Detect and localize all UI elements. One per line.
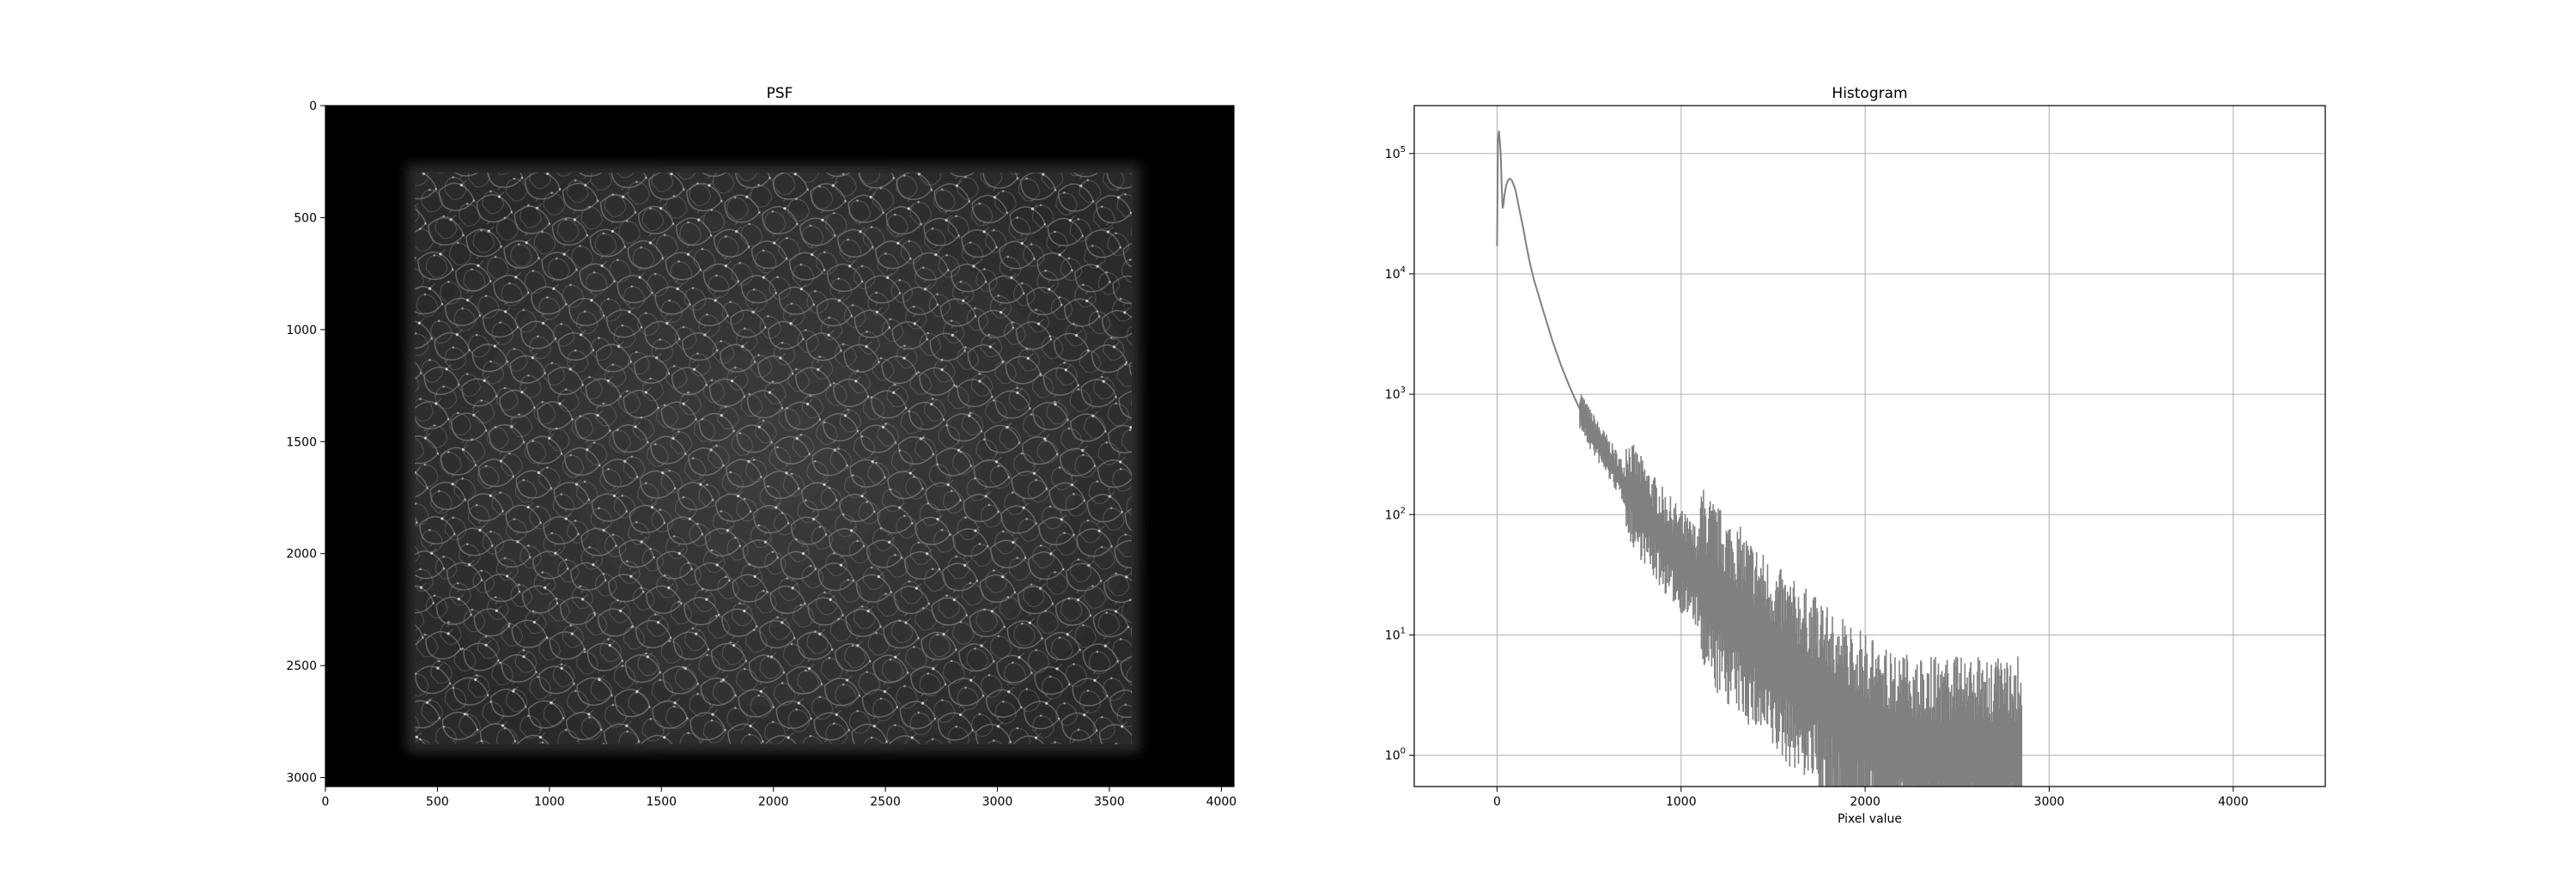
psf-title: PSF — [767, 85, 793, 102]
histogram-y-tick-label: 101 — [1385, 626, 1406, 642]
psf-x-tick-label: 1500 — [646, 795, 677, 809]
psf-image — [406, 164, 1141, 753]
histogram-x-tick-label: 4000 — [2218, 795, 2249, 809]
psf-y-tick-label: 2000 — [286, 548, 317, 562]
histogram-x-label: Pixel value — [1838, 812, 1902, 826]
histogram-series-line — [1496, 130, 2022, 756]
psf-y-tick-label: 1500 — [286, 435, 317, 449]
histogram-y-tick-label: 100 — [1385, 747, 1406, 763]
psf-caustic-pattern-fine — [415, 173, 1133, 744]
psf-y-tick-label: 1000 — [286, 324, 317, 337]
histogram-title: Histogram — [1832, 85, 1907, 102]
histogram-y-tick-label: 104 — [1385, 265, 1406, 282]
psf-x-tick-label: 0 — [322, 795, 330, 809]
psf-axes: PSF 0 500 1000 1500 2000 2500 3000 3500 4000 0 50… — [286, 85, 1236, 809]
histogram-y-tick-label: 103 — [1385, 386, 1406, 402]
histogram-x-tick-label: 2000 — [1850, 795, 1880, 809]
psf-x-tick-label: 4000 — [1206, 795, 1237, 809]
histogram-y-tick-label: 102 — [1385, 506, 1406, 522]
histogram-y-axis: 100 101 102 103 104 105 — [1385, 145, 1414, 763]
psf-frame — [325, 105, 1235, 787]
psf-y-tick-label: 0 — [309, 100, 317, 113]
histogram-x-axis: 0 1000 2000 3000 4000 — [1493, 787, 2249, 809]
psf-x-axis: 0 500 1000 1500 2000 2500 3000 3500 4000 — [322, 787, 1237, 809]
psf-x-tick-label: 500 — [426, 795, 449, 809]
psf-y-tick-label: 500 — [294, 211, 317, 225]
psf-y-tick-label: 2500 — [286, 659, 317, 673]
histogram-x-tick-label: 0 — [1493, 795, 1501, 809]
histogram-axes: Histogram 0 1000 2000 3000 4000 100 101 102 103… — [1385, 85, 2326, 826]
histogram-y-tick-label: 105 — [1385, 145, 1406, 161]
psf-x-tick-label: 1000 — [534, 795, 565, 809]
psf-x-tick-label: 3500 — [1094, 795, 1125, 809]
psf-x-tick-label: 2000 — [758, 795, 789, 809]
histogram-x-tick-label: 1000 — [1666, 795, 1697, 809]
psf-y-axis: 0 500 1000 1500 2000 2500 3000 — [286, 100, 325, 786]
psf-y-tick-label: 3000 — [286, 772, 317, 786]
histogram-frame — [1413, 105, 2326, 787]
histogram-x-tick-label: 3000 — [2034, 795, 2065, 809]
histogram-noise-tail — [1579, 394, 2023, 787]
psf-x-tick-label: 2500 — [870, 795, 901, 809]
psf-x-tick-label: 3000 — [982, 795, 1013, 809]
